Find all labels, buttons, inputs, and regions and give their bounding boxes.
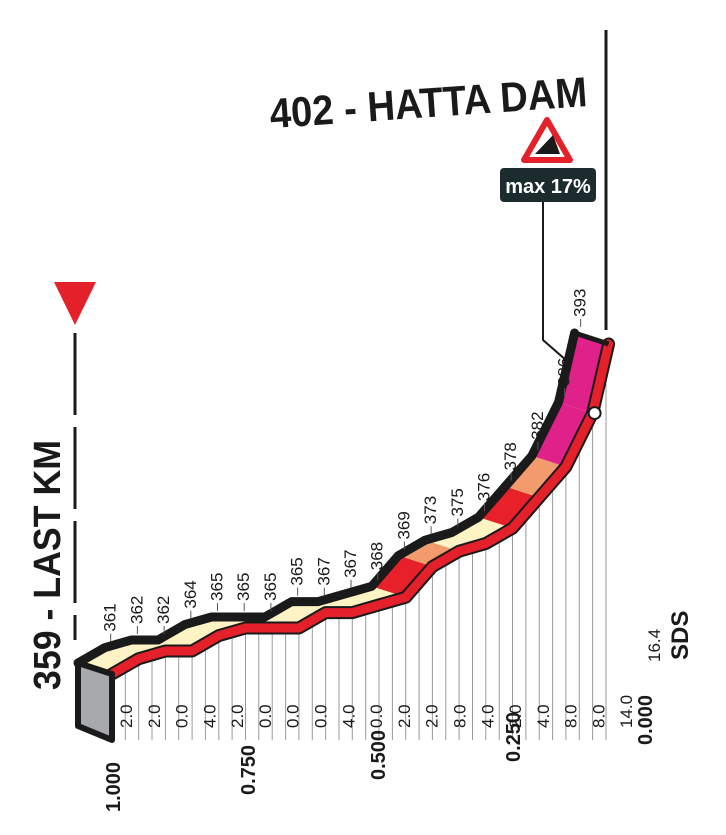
gradient-label: 4.0	[339, 704, 358, 728]
altitude-label: 369	[394, 511, 413, 539]
gradient-label: 0.0	[312, 704, 331, 728]
altitude-label: 378	[501, 442, 520, 470]
gradient-label: 0.0	[173, 704, 192, 728]
start-marker-icon	[54, 282, 96, 325]
gradient-labels: 2.0 2.0 0.0 4.0 2.0 0.0 0.0 0.0 4.0 0.0 2.0 2.0 8.0 4…	[117, 629, 664, 728]
altitude-label: 393	[571, 289, 590, 317]
gradient-label: 2.0	[506, 704, 525, 728]
altitude-label: 382	[528, 411, 547, 439]
brand-logo-text: SDS	[667, 611, 694, 660]
altitude-label: 362	[154, 596, 173, 624]
distance-ticks: 1.000 0.750 0.500 0.250 0.000	[103, 695, 657, 812]
gradient-label: 2.0	[145, 704, 164, 728]
gradient-label: 8.0	[451, 704, 470, 728]
max-gradient-point-marker	[587, 406, 602, 421]
gradient-label: 8.0	[562, 704, 581, 728]
gradient-label: 4.0	[478, 704, 497, 728]
distance-tick-label: 0.500	[368, 730, 390, 780]
gradient-label: 16.4	[645, 629, 664, 662]
altitude-labels: 361 362 362 364 365 365 365 365 367 367 368 369 373 3…	[101, 289, 590, 642]
altitude-label: 376	[475, 473, 494, 501]
start-label: 359 - LAST KM	[27, 440, 69, 690]
altitude-label: 367	[341, 550, 360, 578]
profile-back-edge	[73, 328, 580, 668]
profile-road-line	[107, 339, 614, 679]
gradient-segment	[371, 555, 433, 598]
altitude-label: 365	[234, 573, 253, 601]
gradient-label: 4.0	[200, 704, 219, 728]
gradient-label: 2.0	[228, 704, 247, 728]
gradient-label: 2.0	[395, 704, 414, 728]
max-gradient-label: max 17%	[500, 168, 596, 202]
max-gradient-warning-icon	[521, 117, 573, 163]
distance-tick-label: 0.250	[503, 712, 525, 762]
gradient-label: 2.0	[423, 704, 442, 728]
gradient-label: 8.0	[589, 704, 608, 728]
gradient-segment	[478, 486, 540, 529]
gradient-label: 14.0	[617, 695, 636, 728]
altitude-label: 365	[261, 573, 280, 601]
altitude-label: 375	[448, 488, 467, 516]
gradient-segment	[398, 540, 460, 567]
distance-tick-label: 0.750	[238, 745, 260, 795]
gradient-segment	[505, 455, 566, 498]
gradient-label: 0.0	[367, 704, 386, 728]
summit-edge	[573, 330, 610, 347]
altitude-label: 364	[181, 580, 200, 608]
altitude-label: 367	[314, 557, 333, 585]
profile-grid-lines	[124, 361, 607, 740]
max-gradient-text: max 17%	[505, 176, 591, 198]
gradient-label: 0.0	[256, 704, 275, 728]
gradient-label: 2.0	[117, 704, 136, 728]
distance-tick-label: 0.000	[635, 695, 657, 745]
altitude-label: 373	[421, 496, 440, 524]
altitude-label: 368	[368, 542, 387, 570]
altitude-label: 362	[127, 596, 146, 624]
profile-start-side-face	[75, 660, 115, 743]
gradient-segment	[531, 402, 593, 467]
distance-tick-label: 1.000	[103, 762, 125, 812]
altitude-label: 361	[101, 603, 120, 631]
gradient-label: 0.0	[284, 704, 303, 728]
altitude-label: 386	[555, 358, 574, 386]
gradient-label: 4.0	[534, 704, 553, 728]
altitude-label: 365	[208, 573, 227, 601]
altitude-label: 365	[288, 557, 307, 585]
